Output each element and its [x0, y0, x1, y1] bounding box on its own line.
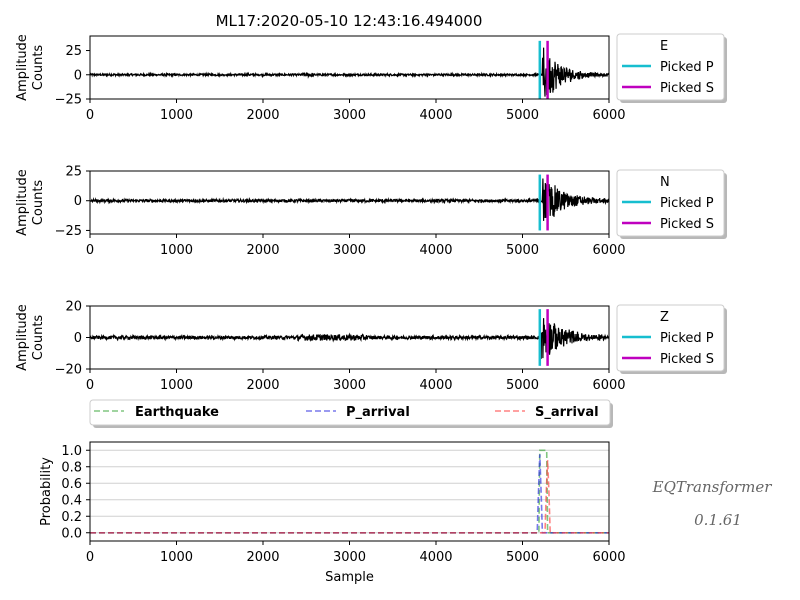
x-tick-label: 2000: [246, 243, 279, 258]
figure-title: ML17:2020-05-10 12:43:16.494000: [216, 12, 483, 30]
panel-E: 0 1000 2000 3000 4000 5000 6000 −25 0 25 Amplitude…: [15, 33, 727, 123]
x-tick-label: 3000: [333, 550, 366, 565]
x-axis-label: Sample: [325, 570, 374, 585]
y-axis-label-unit: Counts: [31, 45, 46, 91]
y-tick-label: 25: [65, 44, 82, 59]
panel-N: 0 1000 2000 3000 4000 5000 6000 −25 0 25 Amplitude…: [15, 165, 727, 258]
x-tick-label: 0: [86, 550, 94, 565]
x-tick-label: 1000: [160, 243, 193, 258]
x-tick-label: 3000: [333, 243, 366, 258]
waveform-Z: [90, 318, 609, 359]
x-tick-label: 6000: [592, 108, 625, 123]
panel-probability: 0 1000 2000 3000 4000 5000 6000 0.00.2 0.40.6 0.8…: [39, 399, 626, 585]
x-tick-label: 5000: [506, 378, 539, 393]
x-tick-label: 2000: [246, 378, 279, 393]
x-tick-label: 6000: [592, 550, 625, 565]
y-axis-label: Amplitude: [15, 34, 30, 101]
legend-picked-s-label: Picked S: [660, 217, 714, 232]
y-tick-label: 0.0: [61, 526, 82, 541]
legend-picked-s-label: Picked S: [660, 352, 714, 367]
series-P_arrival: [90, 454, 609, 534]
y-tick-label: 0: [74, 194, 82, 209]
plot-area: [90, 47, 609, 97]
x-tick-label: 5000: [506, 243, 539, 258]
axes-frame: [89, 441, 610, 542]
plot-area: [90, 449, 609, 534]
x-tick-label: 4000: [419, 243, 452, 258]
legend-picked-p-label: Picked P: [660, 196, 714, 211]
x-tick-label: 3000: [333, 378, 366, 393]
y-tick-label: 0.8: [61, 460, 82, 475]
y-axis-label: Amplitude: [15, 304, 30, 371]
plot-area: [90, 318, 609, 359]
y-axis-label-unit: Counts: [31, 180, 46, 226]
legend-Earthquake-label: Earthquake: [135, 405, 219, 420]
legend-channel-label: E: [660, 39, 668, 54]
panels: 0 1000 2000 3000 4000 5000 6000−25025Amplitude…: [15, 33, 727, 585]
x-tick-label: 2000: [246, 550, 279, 565]
y-tick-label: 0.6: [61, 477, 82, 492]
plot-area: [90, 178, 609, 221]
watermark-name: EQTransformer: [652, 478, 773, 496]
y-axis-label-unit: Counts: [31, 315, 46, 361]
x-tick-label: 4000: [419, 108, 452, 123]
x-tick-label: 1000: [160, 108, 193, 123]
waveform-E: [90, 47, 609, 97]
y-tick-label: 25: [65, 165, 82, 180]
legend-P_arrival-label: P_arrival: [346, 405, 410, 420]
waveform-N: [90, 178, 609, 221]
watermark-version: 0.1.61: [694, 511, 742, 529]
x-tick-label: 6000: [592, 243, 625, 258]
y-axis-label: Amplitude: [15, 169, 30, 236]
legend-N: N Picked P Picked S: [616, 169, 727, 239]
x-tick-label: 3000: [333, 108, 366, 123]
y-tick-label: 0: [74, 331, 82, 346]
legend-picked-s-label: Picked S: [660, 81, 714, 96]
y-tick-label: −25: [55, 224, 82, 239]
x-tick-label: 4000: [419, 550, 452, 565]
y-tick-label: 0.4: [61, 493, 82, 508]
y-tick-label: −20: [55, 363, 82, 378]
legend-E: E Picked P Picked S: [616, 33, 727, 103]
legend-picked-p-label: Picked P: [660, 60, 714, 75]
x-tick-label: 5000: [506, 108, 539, 123]
x-tick-label: 1000: [160, 550, 193, 565]
legend-picked-p-label: Picked P: [660, 331, 714, 346]
legend-channel-label: N: [660, 175, 670, 190]
series-Earthquake: [90, 449, 609, 534]
x-tick-label: 1000: [160, 378, 193, 393]
legend-probability: Earthquake P_arrival S_arrival: [89, 399, 613, 428]
legend-channel-label: Z: [660, 310, 669, 325]
y-tick-label: 1.0: [61, 444, 82, 459]
x-tick-label: 0: [86, 378, 94, 393]
y-axis-label: Probability: [39, 457, 54, 526]
legend-Z: Z Picked P Picked S: [616, 304, 727, 374]
y-tick-label: 20: [65, 300, 82, 315]
series-S_arrival: [90, 460, 609, 534]
x-tick-label: 0: [86, 243, 94, 258]
x-tick-label: 4000: [419, 378, 452, 393]
panel-Z: 0 1000 2000 3000 4000 5000 6000 −20 0 20 Amplitude…: [15, 300, 727, 393]
x-tick-label: 6000: [592, 378, 625, 393]
x-tick-label: 5000: [506, 550, 539, 565]
y-tick-label: 0: [74, 68, 82, 83]
x-tick-label: 0: [86, 108, 94, 123]
axes-frame: [89, 170, 610, 235]
y-tick-label: 0.2: [61, 510, 82, 525]
y-tick-label: −25: [55, 93, 82, 108]
axes-frame: [89, 35, 610, 100]
legend-S_arrival-label: S_arrival: [535, 405, 599, 420]
x-tick-label: 2000: [246, 108, 279, 123]
